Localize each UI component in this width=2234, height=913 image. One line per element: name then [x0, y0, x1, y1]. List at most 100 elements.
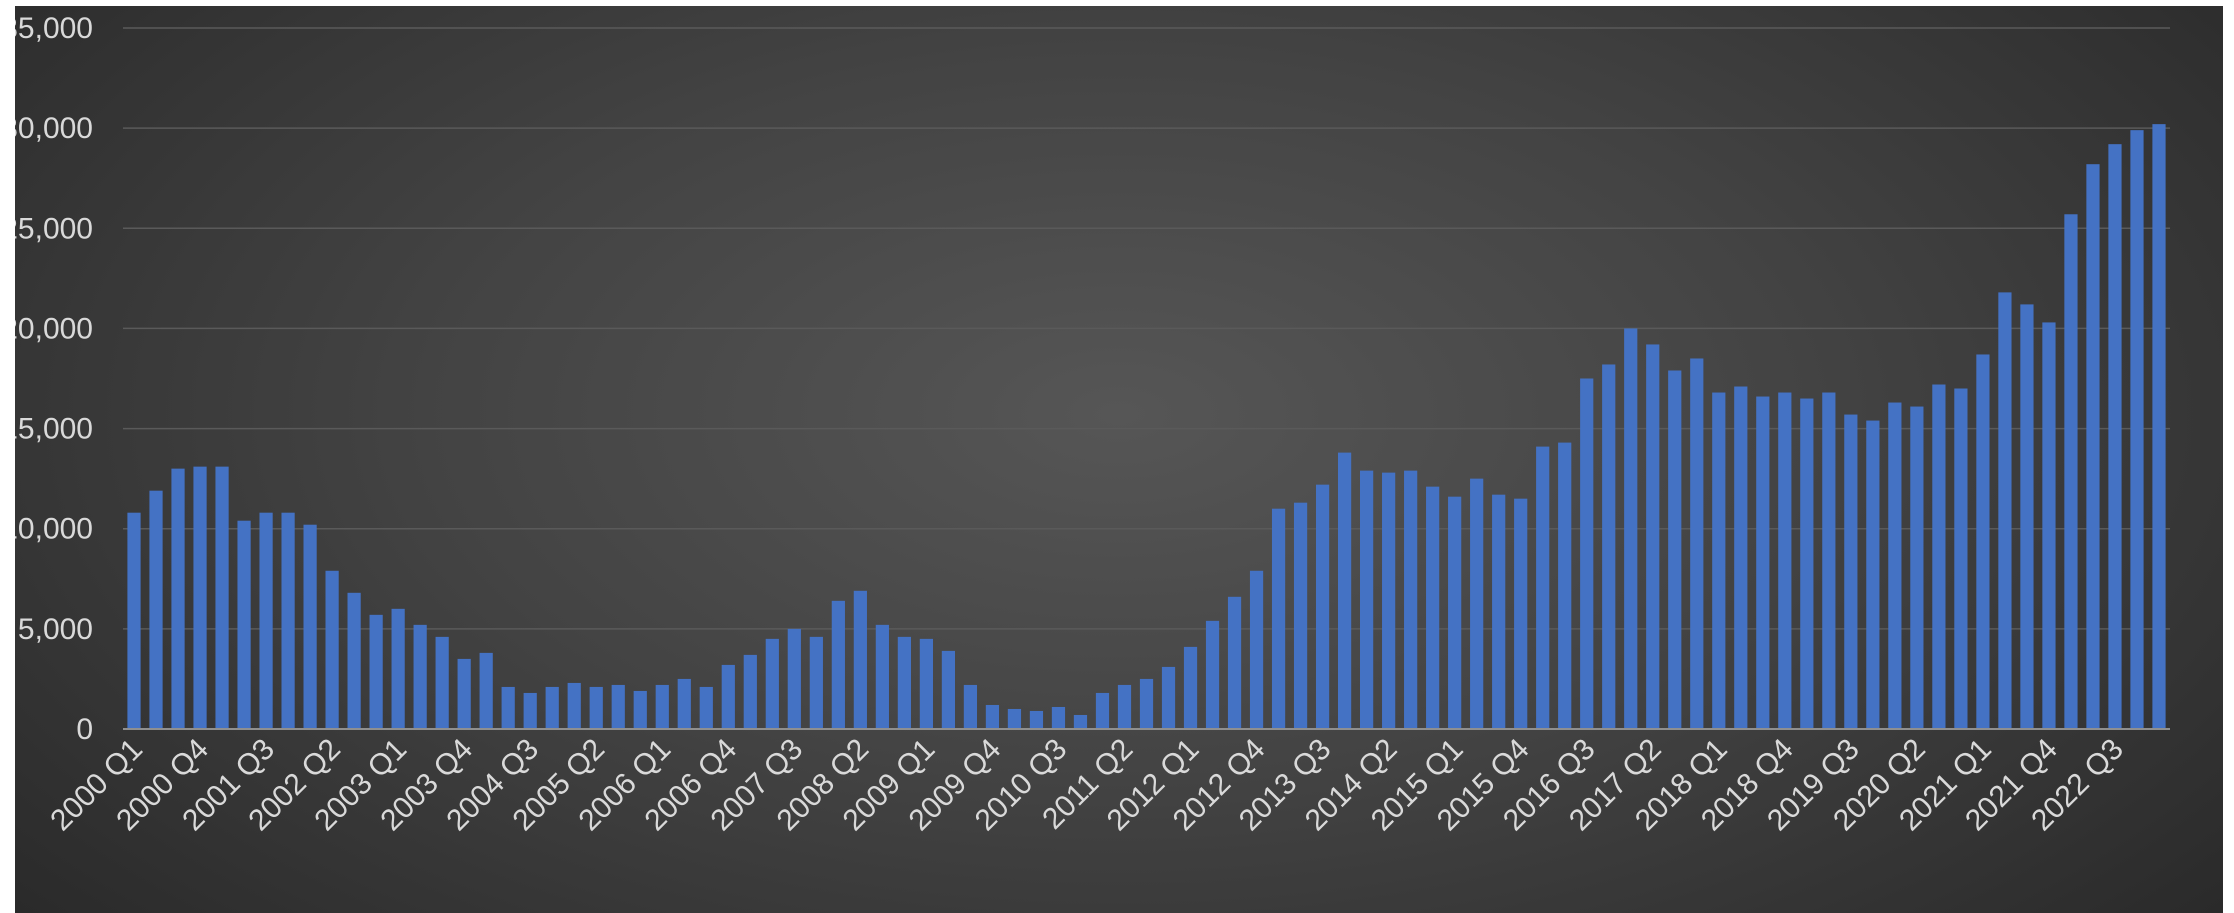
- bar: [1051, 706, 1066, 729]
- bar: [523, 692, 537, 729]
- bar: [435, 636, 449, 729]
- bar: [1205, 620, 1220, 729]
- bar: [2042, 322, 2056, 729]
- bar: [897, 636, 911, 729]
- bar: [1822, 392, 1836, 729]
- bar: [1249, 570, 1264, 729]
- bar: [501, 686, 515, 729]
- bar: [215, 466, 229, 729]
- bar: [2020, 304, 2034, 729]
- y-tick-label: 30,000: [15, 112, 93, 145]
- bar: [193, 466, 207, 729]
- bar: [391, 608, 405, 729]
- bar: [1360, 470, 1374, 729]
- bar: [589, 686, 603, 729]
- y-tick-label: 5,000: [18, 613, 93, 646]
- bar: [2086, 164, 2100, 729]
- bar: [677, 678, 691, 729]
- bar: [1404, 470, 1418, 729]
- bar: [853, 590, 867, 729]
- bar: [765, 638, 779, 729]
- y-tick-label: 10,000: [15, 513, 93, 546]
- bar: [149, 490, 163, 729]
- bar: [2064, 214, 2078, 729]
- gridlines: [123, 27, 2170, 630]
- bar: [611, 684, 625, 729]
- bar: [1315, 484, 1330, 729]
- bar: [127, 512, 141, 729]
- bar: [171, 468, 185, 729]
- bar: [1382, 472, 1396, 729]
- bar: [1161, 666, 1176, 729]
- bar: [963, 684, 978, 729]
- bar: [1646, 344, 1660, 729]
- bar: [1448, 496, 1462, 729]
- bar: [1910, 406, 1924, 729]
- bar: [1602, 364, 1616, 729]
- bar: [1007, 708, 1022, 729]
- bar: [1954, 388, 1968, 729]
- bar: [1514, 498, 1528, 729]
- bar: [1271, 508, 1286, 729]
- bar: [1844, 414, 1858, 729]
- bar: [2152, 124, 2166, 729]
- y-tick-label: 0: [76, 713, 93, 746]
- y-tick-label: 20,000: [15, 312, 93, 345]
- y-tick-label: 15,000: [15, 413, 93, 446]
- bar: [1756, 396, 1770, 729]
- bar: [1227, 596, 1242, 729]
- bar: [479, 652, 493, 729]
- bar-chart: 0 5,000 10,000 15,000 20,000 25,000 30,000 35,0…: [15, 12, 2170, 838]
- bar: [457, 658, 471, 729]
- bar: [237, 520, 251, 729]
- bar: [1800, 398, 1814, 729]
- bar: [1998, 292, 2012, 729]
- bar: [1183, 646, 1198, 729]
- bar: [2130, 130, 2144, 729]
- bar: [743, 654, 757, 729]
- bar: [325, 570, 339, 729]
- bar: [1690, 358, 1704, 729]
- bar: [1712, 392, 1726, 729]
- bar: [1734, 386, 1748, 729]
- bar: [831, 600, 845, 729]
- bar: [1139, 678, 1154, 729]
- bar: [303, 524, 317, 729]
- bar: [919, 638, 933, 729]
- bar: [1558, 442, 1572, 729]
- bar: [721, 664, 735, 729]
- bar: [985, 704, 1000, 729]
- bar: [413, 624, 427, 729]
- bar: [1932, 384, 1946, 729]
- y-tick-label: 35,000: [15, 12, 93, 45]
- bar: [1976, 354, 1990, 729]
- bar: [1536, 446, 1550, 729]
- bar: [699, 686, 713, 729]
- bar: [1888, 402, 1902, 729]
- bar: [655, 684, 669, 729]
- bar: [259, 512, 273, 729]
- bar: [1778, 392, 1792, 729]
- bar: [1492, 494, 1506, 729]
- bar: [545, 686, 559, 729]
- chart-area: 0 5,000 10,000 15,000 20,000 25,000 30,000 35,0…: [15, 6, 2223, 913]
- bar: [347, 592, 361, 729]
- bar: [633, 690, 647, 729]
- bar: [1029, 710, 1044, 729]
- y-axis-ticks: 0 5,000 10,000 15,000 20,000 25,000 30,000 35,0…: [15, 12, 93, 746]
- y-tick-label: 25,000: [15, 212, 93, 245]
- bar: [281, 512, 295, 729]
- bar: [1095, 692, 1110, 729]
- bar: [1426, 486, 1440, 729]
- bar: [787, 628, 801, 729]
- bar: [2108, 144, 2122, 730]
- bar: [809, 636, 823, 729]
- bar: [1293, 502, 1308, 729]
- bar: [1668, 370, 1682, 729]
- bar: [369, 614, 383, 729]
- bar: [1470, 478, 1484, 729]
- bars: [127, 124, 2166, 730]
- bar: [875, 624, 889, 729]
- bar: [1866, 420, 1880, 729]
